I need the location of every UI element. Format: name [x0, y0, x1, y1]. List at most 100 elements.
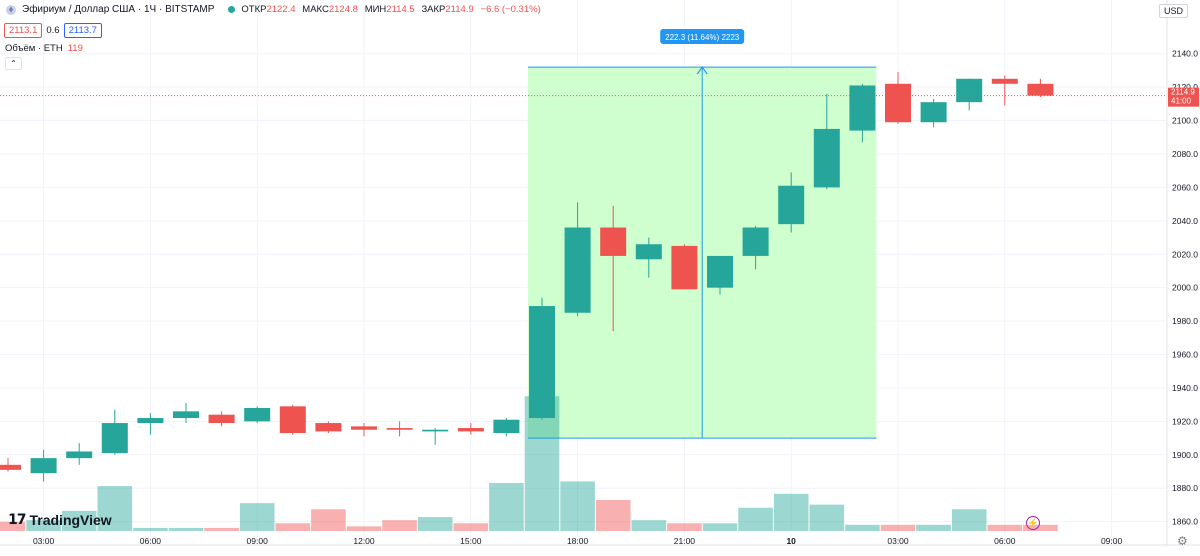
volume-bar: [0, 521, 26, 531]
candle-body[interactable]: [315, 423, 342, 432]
open-label: ОТКР: [241, 4, 267, 15]
volume-legend[interactable]: Объём · ETH 119: [5, 43, 83, 54]
tradingview-logo[interactable]: 17 TradingView: [8, 512, 112, 528]
time-axis-tick: 18:00: [567, 536, 589, 546]
tradingview-logo-text: TradingView: [29, 512, 112, 528]
time-axis-tick: 03:00: [33, 536, 55, 546]
volume-bar: [417, 517, 453, 531]
volume-bar: [595, 500, 631, 531]
volume-bar: [845, 524, 880, 531]
volume-bar: [880, 524, 916, 531]
high-value: 2124.8: [328, 4, 358, 15]
candle-body[interactable]: [351, 426, 377, 430]
price-axis-tick: 1980.0: [1172, 316, 1198, 326]
volume-bar: [275, 523, 311, 531]
tradingview-logo-icon: 17: [8, 512, 27, 528]
candle-body[interactable]: [208, 414, 235, 424]
volume-bar: [987, 524, 1023, 531]
close-label: ЗАКР: [421, 4, 446, 15]
candle-body[interactable]: [991, 78, 1018, 84]
candle-body[interactable]: [173, 411, 199, 419]
buy-price-button[interactable]: 2113.7: [63, 23, 102, 38]
volume-bar: [1023, 524, 1058, 531]
candle-body[interactable]: [778, 185, 805, 225]
volume-bar: [453, 523, 489, 531]
candle-body[interactable]: [101, 423, 128, 454]
time-axis-tick: 21:00: [674, 536, 696, 546]
low-value: 2114.5: [386, 4, 415, 15]
chart-legend-header: Эфириум / Доллар США · 1Ч · BITSTAMP ОТК…: [6, 4, 545, 15]
price-axis-tick: 1900.0: [1172, 450, 1198, 460]
market-status-icon[interactable]: [228, 6, 236, 13]
time-axis-tick: 03:00: [887, 536, 909, 546]
candle-body[interactable]: [0, 464, 21, 470]
symbol-title[interactable]: Эфириум / Доллар США · 1Ч · BITSTAMP: [22, 4, 215, 15]
price-axis-tick: 2080.0: [1172, 149, 1198, 159]
volume-bar: [951, 509, 987, 531]
price-axis-tick: 1960.0: [1172, 350, 1198, 360]
candle-body[interactable]: [635, 244, 662, 260]
price-axis-tick: 1940.0: [1172, 383, 1198, 393]
candle-body[interactable]: [66, 451, 93, 459]
candle-body[interactable]: [529, 306, 555, 419]
price-axis-tick: 2060.0: [1172, 182, 1198, 192]
volume-bar: [61, 510, 97, 531]
candle-body[interactable]: [244, 408, 271, 422]
time-axis-tick: 12:00: [353, 536, 375, 546]
candle-body[interactable]: [600, 227, 627, 256]
volume-bar: [667, 523, 702, 531]
candle-body[interactable]: [386, 428, 413, 430]
candle-body[interactable]: [1027, 83, 1054, 96]
volume-value: 119: [67, 43, 83, 54]
price-axis-tick: 2100.0: [1172, 116, 1198, 126]
volume-bar: [489, 482, 524, 531]
volume-bar: [631, 520, 667, 531]
lightning-icon[interactable]: ⚡: [1026, 516, 1040, 530]
candle-body[interactable]: [742, 227, 769, 256]
candle-body[interactable]: [885, 83, 911, 123]
candle-body[interactable]: [671, 245, 698, 290]
candle-body[interactable]: [849, 85, 876, 131]
price-axis-tick: 2040.0: [1172, 216, 1198, 226]
candle-body[interactable]: [707, 255, 733, 288]
price-axis-tick: 2120.0: [1172, 82, 1198, 92]
measure-label-box: [660, 29, 745, 44]
candle-body[interactable]: [422, 429, 449, 432]
candle-body[interactable]: [813, 128, 840, 188]
candle-body[interactable]: [493, 419, 520, 434]
candle-body[interactable]: [30, 458, 57, 474]
close-value: 2114.9: [445, 4, 474, 15]
candle-body[interactable]: [920, 102, 947, 123]
candle-body[interactable]: [279, 406, 306, 434]
candle-body[interactable]: [956, 78, 983, 103]
volume-bar: [26, 520, 61, 531]
volume-bar: [916, 524, 951, 531]
price-axis-tick: 1860.0: [1172, 517, 1198, 527]
price-axis-tick: 1920.0: [1172, 416, 1198, 426]
candle-body[interactable]: [564, 227, 591, 313]
volume-bar: [311, 509, 346, 531]
volume-bar: [809, 504, 845, 531]
gear-icon[interactable]: ⚙: [1177, 534, 1188, 548]
candle-body[interactable]: [457, 428, 484, 432]
collapse-legend-button[interactable]: ⌃: [5, 57, 22, 70]
change-value: −6.6 (−0.31%): [480, 4, 541, 15]
currency-button[interactable]: USD: [1158, 4, 1188, 18]
sell-price-button[interactable]: 2113.1: [4, 23, 43, 38]
low-label: МИН: [364, 4, 387, 15]
time-axis-tick: 10: [786, 536, 796, 546]
measure-label: 222.3 (11.64%) 2223: [665, 33, 740, 42]
volume-bar: [168, 527, 204, 531]
volume-bar: [239, 503, 275, 531]
candle-body[interactable]: [137, 418, 164, 424]
time-axis-tick: 06:00: [140, 536, 162, 546]
spread-value: 0.6: [46, 25, 60, 36]
price-axis-tick: 2000.0: [1172, 283, 1198, 293]
quote-boxes: 2113.1 0.6 2113.7: [4, 23, 102, 38]
volume-bar: [702, 523, 738, 531]
volume-bar: [133, 527, 168, 531]
bar-countdown: 41:00: [1171, 97, 1192, 106]
volume-bar: [773, 493, 809, 531]
